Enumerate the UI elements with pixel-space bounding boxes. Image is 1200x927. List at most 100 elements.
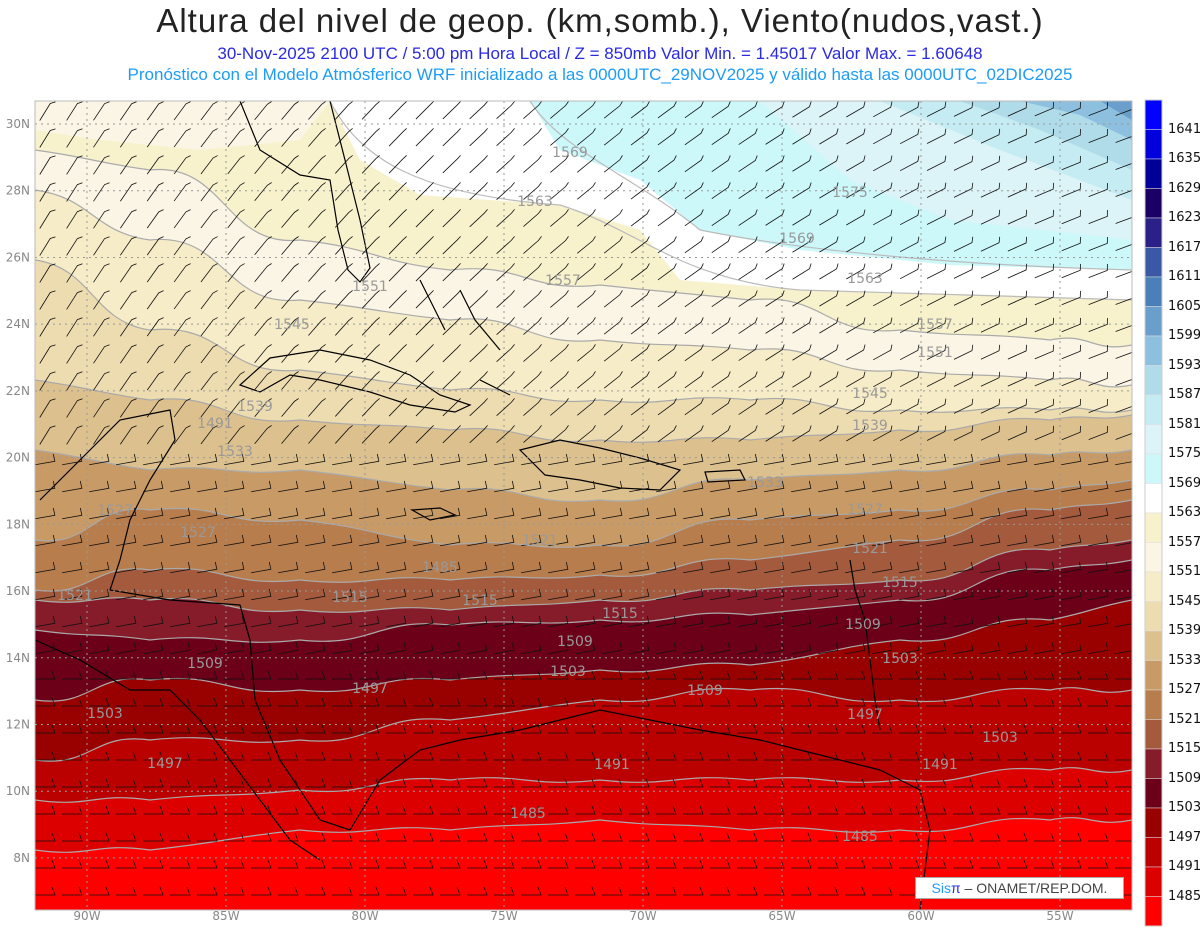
wind-barb bbox=[120, 263, 137, 283]
wind-barb bbox=[575, 724, 596, 734]
wind-barb bbox=[1061, 805, 1082, 815]
wind-barb bbox=[146, 317, 164, 337]
wind-barb bbox=[1034, 642, 1055, 655]
wind-barb bbox=[738, 317, 758, 334]
wind-barb bbox=[846, 344, 866, 361]
wind-barb bbox=[953, 398, 974, 414]
wind-barb bbox=[197, 805, 218, 815]
colorbar-label: 1611 bbox=[1168, 269, 1200, 284]
wind-barb bbox=[200, 182, 218, 202]
wind-barb bbox=[711, 425, 731, 443]
wind-barb bbox=[35, 724, 56, 734]
wind-barb bbox=[953, 101, 974, 117]
wind-barb bbox=[442, 182, 461, 201]
wind-barb bbox=[89, 778, 110, 788]
wind-barb bbox=[35, 751, 56, 761]
wind-barb bbox=[550, 371, 569, 389]
wind-barb bbox=[197, 507, 218, 520]
wind-barb bbox=[440, 453, 461, 466]
wind-barb bbox=[846, 182, 866, 199]
wind-barb bbox=[469, 182, 488, 201]
wind-barb bbox=[602, 507, 623, 520]
wind-barb bbox=[200, 236, 218, 256]
wind-barb bbox=[1061, 425, 1081, 441]
wind-barb bbox=[120, 371, 137, 391]
wind-barb bbox=[953, 697, 974, 707]
wind-barb bbox=[227, 317, 245, 337]
wind-barb bbox=[278, 534, 299, 547]
wind-barb bbox=[548, 453, 569, 466]
wind-barb bbox=[980, 805, 1001, 815]
wind-barb bbox=[173, 398, 191, 418]
colorbar-swatch bbox=[1144, 306, 1163, 337]
wind-barb bbox=[1061, 642, 1082, 655]
contour-label: 1575 bbox=[832, 185, 868, 201]
wind-barb bbox=[440, 886, 461, 896]
wind-barb bbox=[440, 642, 461, 655]
wind-barb bbox=[93, 398, 110, 418]
colorbar-swatch bbox=[1144, 837, 1163, 868]
colorbar-label: 1533 bbox=[1168, 652, 1200, 668]
wind-barb bbox=[1034, 751, 1055, 761]
wind-barb bbox=[1034, 534, 1055, 547]
wind-barb bbox=[251, 534, 272, 547]
colorbar-swatch bbox=[1144, 660, 1163, 691]
wind-barb bbox=[980, 724, 1001, 734]
contour-label: 1539 bbox=[852, 418, 888, 434]
wind-barb bbox=[684, 344, 704, 362]
lat-label: 30N bbox=[6, 117, 30, 131]
wind-barb bbox=[469, 101, 488, 120]
wind-barb bbox=[577, 290, 596, 308]
wind-barb bbox=[818, 507, 839, 520]
wind-barb bbox=[415, 128, 434, 147]
wind-barb bbox=[684, 155, 704, 173]
wind-barb bbox=[765, 209, 785, 226]
wind-barb bbox=[494, 588, 515, 601]
wind-barb bbox=[62, 859, 83, 869]
wind-barb bbox=[926, 209, 947, 225]
wind-barb bbox=[980, 425, 1001, 441]
wind-barb bbox=[953, 290, 974, 306]
wind-barb bbox=[846, 263, 866, 280]
lat-label: 8N bbox=[13, 851, 30, 865]
wind-barb bbox=[845, 778, 866, 788]
wind-barb bbox=[684, 101, 704, 119]
wind-barb bbox=[899, 534, 920, 547]
wind-barb bbox=[1061, 290, 1081, 306]
wind-barb bbox=[143, 507, 164, 520]
colorbar-swatch bbox=[1144, 217, 1163, 248]
wind-barb bbox=[953, 425, 974, 441]
wind-barb bbox=[251, 778, 272, 788]
contour-label: 1551 bbox=[917, 345, 953, 361]
wind-barb bbox=[332, 886, 353, 896]
wind-barb bbox=[251, 832, 272, 842]
band-1593-1599 bbox=[1020, 101, 1132, 140]
wind-barb bbox=[738, 344, 758, 361]
wind-barb bbox=[846, 371, 866, 388]
wind-barb bbox=[926, 507, 947, 520]
wind-barb bbox=[413, 859, 434, 869]
wind-barb bbox=[737, 724, 758, 734]
wind-barb bbox=[415, 236, 434, 255]
wind-barb bbox=[710, 697, 731, 707]
wind-barb bbox=[440, 697, 461, 707]
wind-barb bbox=[305, 697, 326, 707]
wind-barb bbox=[89, 534, 110, 547]
wind-barb bbox=[173, 236, 191, 256]
wind-barb bbox=[173, 101, 191, 121]
wind-barb bbox=[818, 534, 839, 547]
wind-barb bbox=[521, 670, 542, 680]
wind-barb bbox=[89, 886, 110, 896]
colorbar-label: 1497 bbox=[1168, 829, 1200, 845]
wind-barb bbox=[116, 507, 137, 520]
wind-barb bbox=[359, 670, 380, 680]
wind-barb bbox=[170, 615, 191, 628]
wind-barb bbox=[980, 534, 1001, 547]
wind-barb bbox=[254, 128, 272, 147]
wind-barb bbox=[1115, 596, 1132, 601]
wind-barb bbox=[224, 507, 245, 520]
wind-barb bbox=[603, 236, 623, 254]
wind-barb bbox=[335, 209, 353, 228]
wind-barb bbox=[173, 290, 191, 310]
wind-barb bbox=[1115, 351, 1132, 359]
